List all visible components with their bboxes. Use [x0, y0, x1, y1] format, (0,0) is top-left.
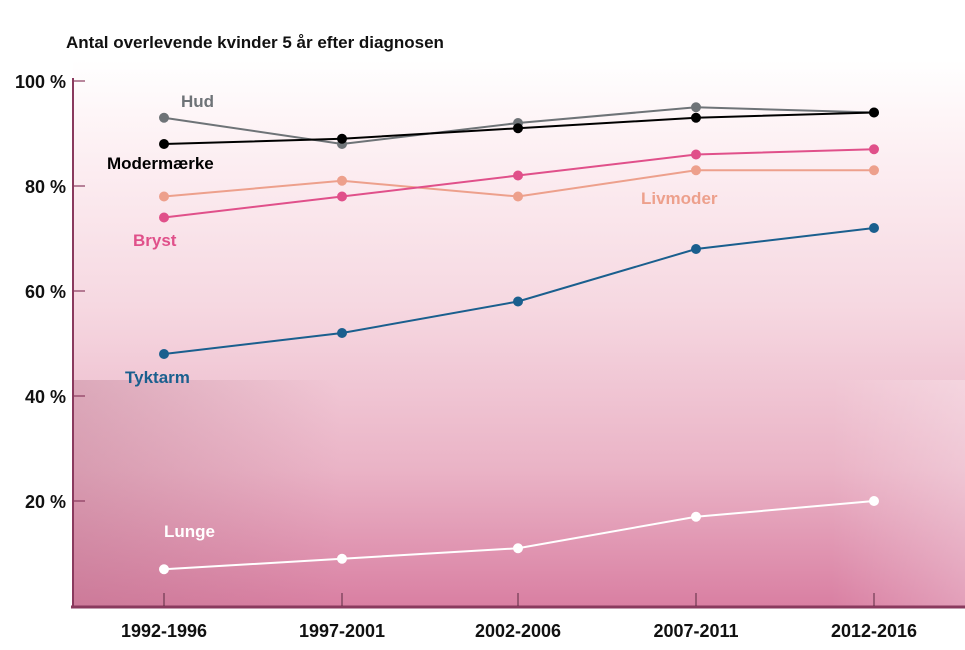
- data-point-modermærke: [513, 123, 523, 134]
- data-point-bryst: [337, 191, 347, 202]
- y-tick-label: 100 %: [15, 72, 66, 92]
- data-point-livmoder: [159, 191, 169, 202]
- series-label: Livmoder: [641, 189, 718, 208]
- data-point-bryst: [869, 144, 879, 155]
- data-point-modermærke: [691, 112, 701, 123]
- data-point-modermærke: [159, 139, 169, 149]
- y-tick-label: 80 %: [25, 177, 66, 197]
- data-point-hud: [159, 112, 169, 123]
- data-point-bryst: [159, 212, 169, 223]
- data-point-livmoder: [869, 165, 879, 176]
- y-tick-label: 60 %: [25, 282, 66, 302]
- data-point-modermærke: [869, 107, 879, 118]
- data-point-lunge: [513, 543, 523, 554]
- series-label: Bryst: [133, 231, 177, 250]
- data-point-bryst: [691, 149, 701, 160]
- x-tick-label: 2007-2011: [653, 621, 738, 641]
- data-point-livmoder: [337, 175, 347, 186]
- x-tick-label: 1992-1996: [121, 621, 207, 641]
- series-label: Hud: [181, 92, 214, 111]
- data-point-livmoder: [513, 191, 523, 202]
- data-point-tyktarm: [513, 296, 523, 307]
- x-tick-label: 1997-2001: [299, 621, 385, 641]
- series-label: Tyktarm: [125, 368, 190, 387]
- plot-background-shade: [73, 380, 965, 607]
- series-label: Modermærke: [107, 154, 214, 173]
- data-point-tyktarm: [337, 328, 347, 338]
- data-point-hud: [691, 102, 701, 113]
- chart-title: Antal overlevende kvinder 5 år efter dia…: [66, 33, 444, 52]
- series-label: Lunge: [164, 522, 215, 541]
- data-point-bryst: [513, 170, 523, 181]
- data-point-tyktarm: [691, 244, 701, 254]
- data-point-tyktarm: [159, 349, 169, 359]
- data-point-modermærke: [337, 133, 347, 144]
- data-point-lunge: [159, 564, 169, 575]
- data-point-lunge: [691, 511, 701, 522]
- y-tick-label: 20 %: [25, 492, 66, 512]
- data-point-lunge: [869, 496, 879, 506]
- y-tick-label: 40 %: [25, 387, 66, 407]
- data-point-tyktarm: [869, 223, 879, 233]
- data-point-livmoder: [691, 165, 701, 176]
- data-point-lunge: [337, 553, 347, 564]
- x-tick-label: 2002-2006: [475, 621, 561, 641]
- x-tick-label: 2012-2016: [831, 621, 917, 641]
